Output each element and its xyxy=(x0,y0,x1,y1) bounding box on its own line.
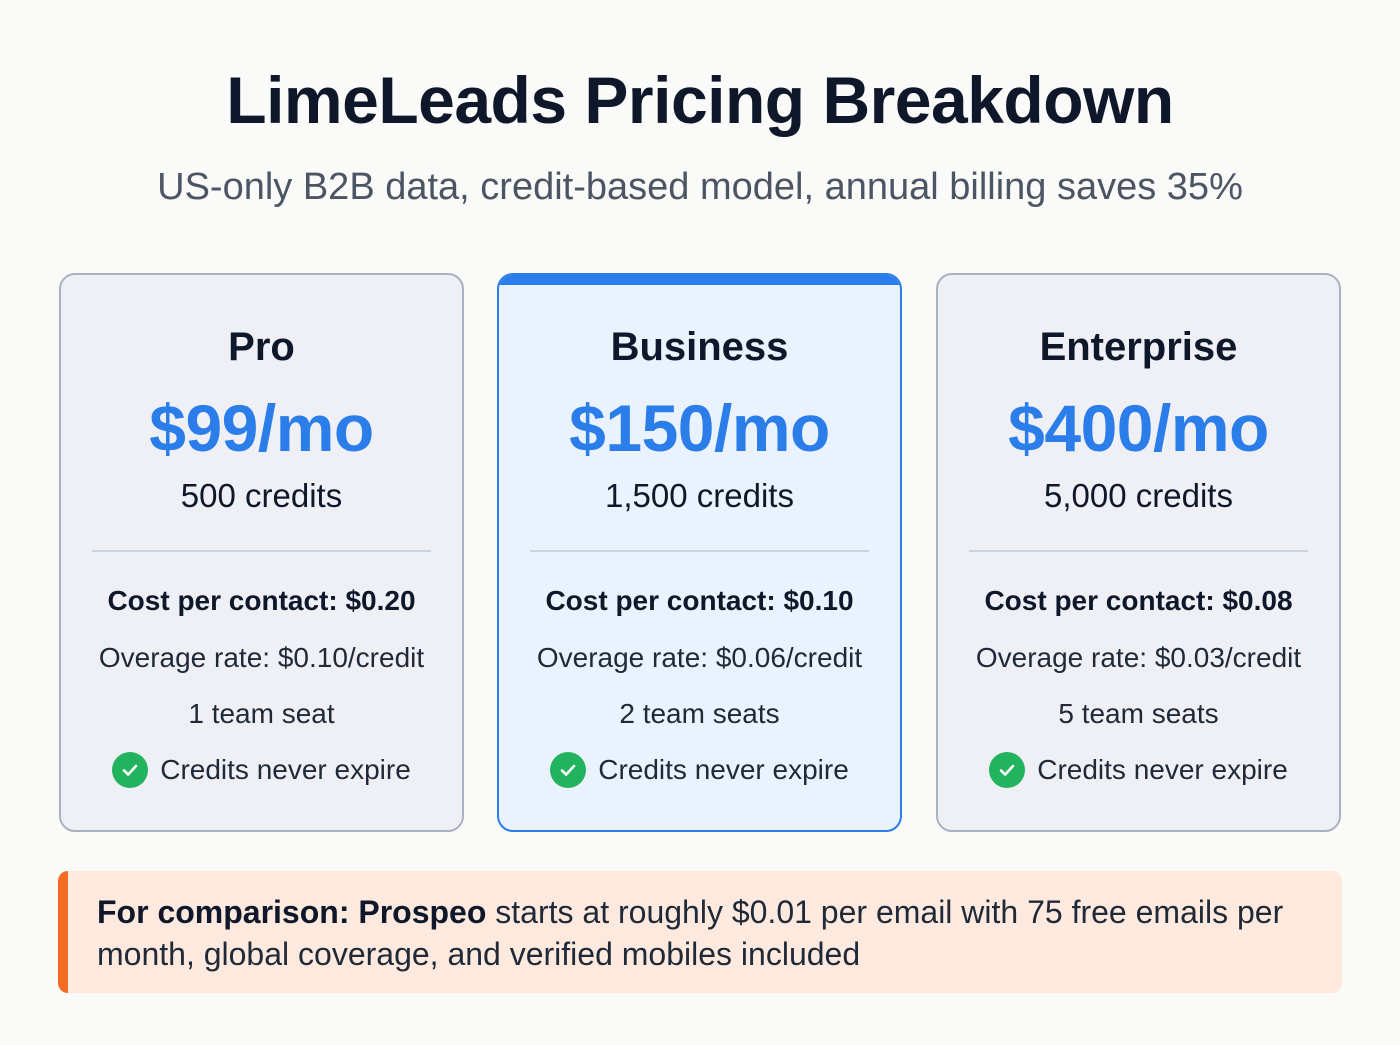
feature-item: Credits never expire xyxy=(61,752,462,788)
plan-card-enterprise: Enterprise $400/mo 5,000 credits Cost pe… xyxy=(936,273,1341,832)
plan-card-business: Business $150/mo 1,500 credits Cost per … xyxy=(497,273,902,832)
plan-price: $99/mo xyxy=(149,391,374,465)
pricing-cards: Pro $99/mo 500 credits Cost per contact:… xyxy=(59,273,1341,833)
page-title: LimeLeads Pricing Breakdown xyxy=(226,63,1174,137)
cost-per-contact: Cost per contact: $0.08 xyxy=(984,585,1293,616)
divider xyxy=(530,550,869,552)
overage-rate: Overage rate: $0.03/credit xyxy=(975,642,1302,673)
page-subtitle: US-only B2B data, credit-based model, an… xyxy=(157,166,1243,208)
cost-per-contact: Cost per contact: $0.10 xyxy=(545,585,854,616)
plan-credits: 1,500 credits xyxy=(605,477,794,514)
team-seats: 2 team seats xyxy=(619,698,780,729)
overage-rate: Overage rate: $0.10/credit xyxy=(98,642,425,673)
feature-label: Credits never expire xyxy=(160,754,411,785)
check-circle-icon xyxy=(112,752,149,788)
plan-name: Enterprise xyxy=(1039,325,1238,369)
callout-body-text: starts at roughly $0.01 per email with 7… xyxy=(97,894,1284,972)
plan-price: $400/mo xyxy=(1008,391,1269,465)
divider xyxy=(92,550,431,552)
plan-credits: 500 credits xyxy=(180,477,343,514)
callout-bold-text: For comparison: Prospeo xyxy=(97,894,487,930)
feature-item: Credits never expire xyxy=(938,752,1339,788)
feature-item: Credits never expire xyxy=(499,752,900,788)
feature-label: Credits never expire xyxy=(1037,754,1288,785)
team-seats: 1 team seat xyxy=(188,698,335,729)
plan-card-pro: Pro $99/mo 500 credits Cost per contact:… xyxy=(59,273,464,832)
plan-name: Pro xyxy=(228,325,295,369)
team-seats: 5 team seats xyxy=(1058,698,1219,729)
feature-label: Credits never expire xyxy=(598,754,849,785)
overage-rate: Overage rate: $0.06/credit xyxy=(536,642,863,673)
plan-price: $150/mo xyxy=(569,391,830,465)
plan-credits: 5,000 credits xyxy=(1044,477,1233,514)
check-circle-icon xyxy=(989,752,1026,788)
cost-per-contact: Cost per contact: $0.20 xyxy=(107,585,416,616)
plan-name: Business xyxy=(610,325,789,369)
divider xyxy=(969,550,1308,552)
callout-text: For comparison: Prospeo starts at roughl… xyxy=(97,891,1322,975)
check-circle-icon xyxy=(550,752,587,788)
comparison-callout: For comparison: Prospeo starts at roughl… xyxy=(58,871,1342,993)
